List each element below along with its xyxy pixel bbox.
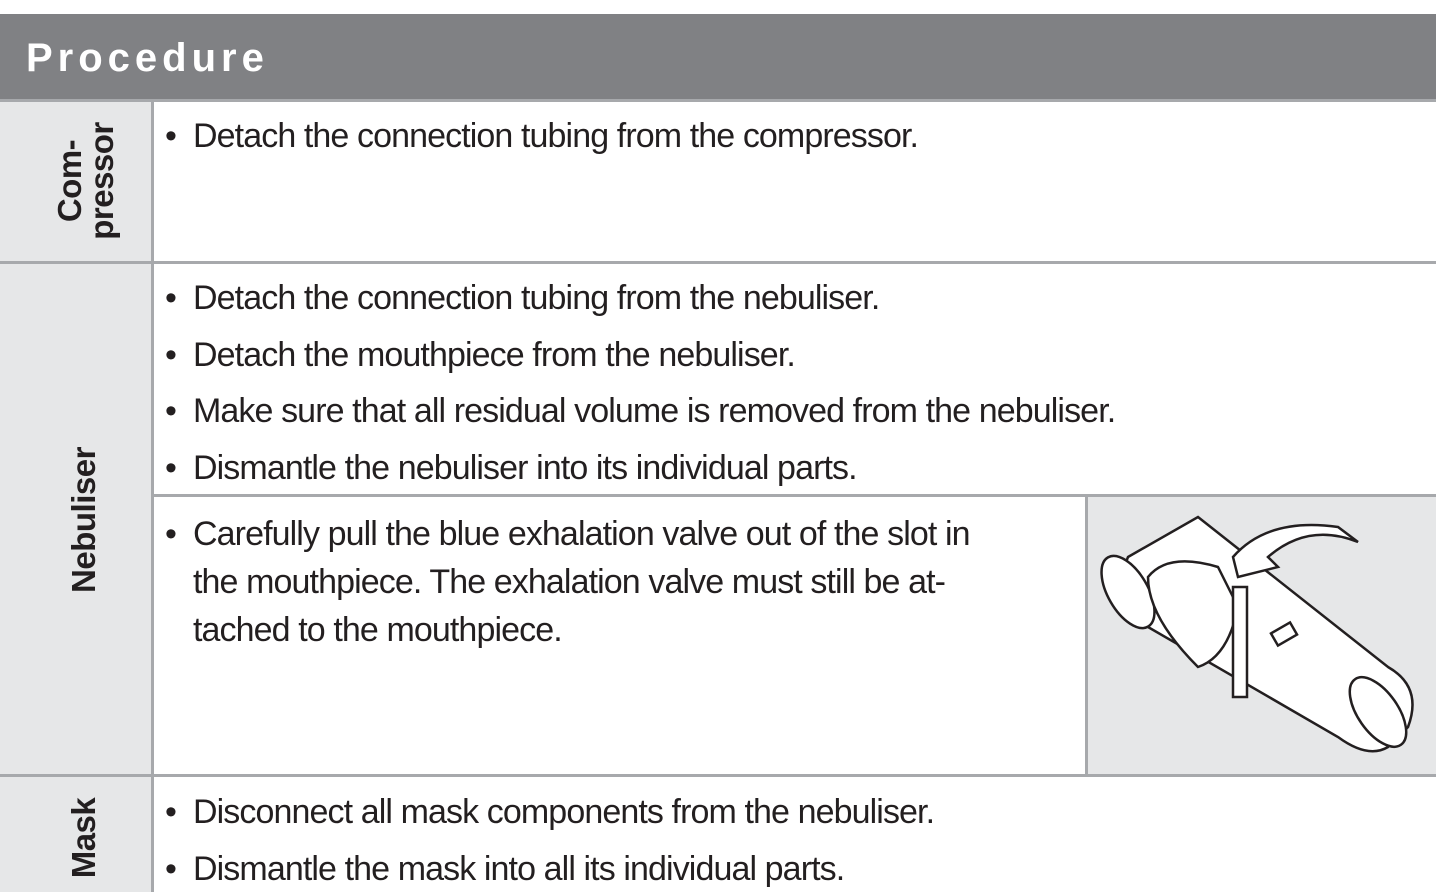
- bullet: Disconnect all mask components from the …: [165, 795, 935, 829]
- bullet: Dismantle the nebuliser into its individ…: [165, 451, 858, 485]
- bullet: Carefully pull the blue exhalation valve…: [165, 517, 971, 551]
- illustration: [1100, 515, 1414, 753]
- rule: [0, 261, 1436, 264]
- rule: [0, 99, 1436, 102]
- label-line: Com-: [51, 139, 88, 223]
- label-line: Mask: [65, 797, 102, 879]
- label-cell: [0, 262, 152, 775]
- bullet: Detach the mouthpiece from the nebuliser…: [165, 338, 796, 372]
- rule: [1085, 495, 1088, 776]
- row-label: Com-pressor: [51, 122, 120, 240]
- bullet-line: the mouthpiece. The exhalation valve mus…: [193, 563, 946, 601]
- label-line: Nebuliser: [65, 447, 102, 593]
- header-bar: [0, 14, 1436, 100]
- rule: [151, 100, 154, 892]
- bullet: Make sure that all residual volume is re…: [165, 394, 1116, 428]
- rule: [152, 494, 1436, 497]
- label-line: pressor: [83, 122, 120, 240]
- row-label: Nebuliser: [65, 447, 102, 593]
- label-cell: [0, 775, 152, 892]
- rule: [0, 774, 1436, 777]
- bullet: Detach the connection tubing from the co…: [165, 119, 919, 153]
- row-label: Mask: [65, 797, 102, 879]
- bullet: Dismantle the mask into all its individu…: [165, 852, 845, 886]
- label-cell: [0, 100, 152, 262]
- illustration-cell: [1088, 497, 1436, 775]
- bullet-line: tached to the mouthpiece.: [193, 611, 563, 649]
- header-title: Procedure: [26, 36, 269, 80]
- bullet: Detach the connection tubing from the ne…: [165, 281, 880, 315]
